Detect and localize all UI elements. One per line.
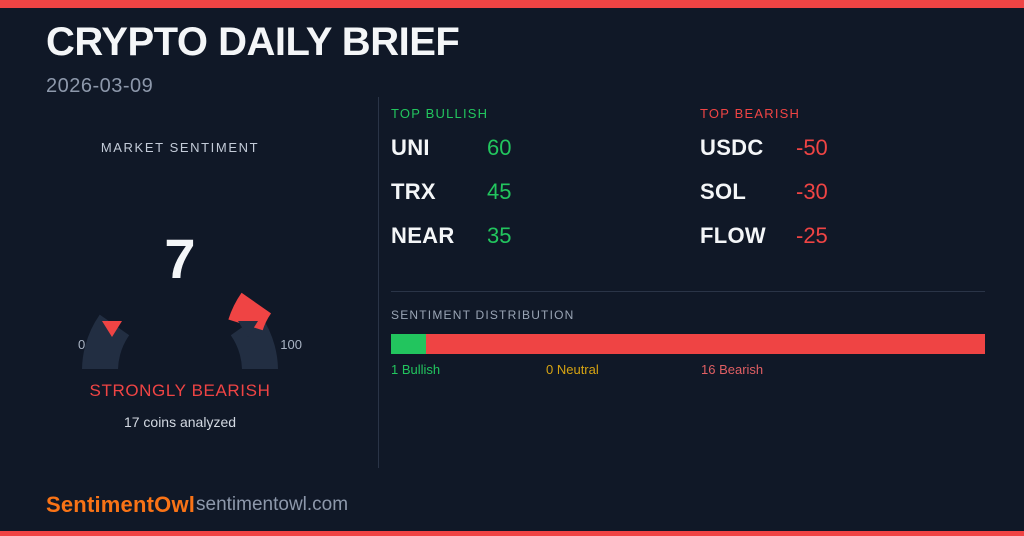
list-item: TRX 45 <box>391 179 681 223</box>
distribution-legend: 1 Bullish 0 Neutral 16 Bearish <box>391 362 985 382</box>
coin-score: 35 <box>487 223 512 248</box>
coin-symbol: FLOW <box>700 223 766 248</box>
coins-analyzed-label: 17 coins analyzed <box>123 414 237 430</box>
vertical-divider <box>378 97 379 468</box>
gauge-max-tick-icon <box>238 321 258 337</box>
sentiment-distribution-section: SENTIMENT DISTRIBUTION 1 Bullish 0 Neutr… <box>391 308 985 382</box>
coin-score: -50 <box>796 135 828 160</box>
coin-score: 60 <box>487 135 512 160</box>
legend-bullish: 1 Bullish <box>391 362 441 377</box>
top-bullish-column: TOP BULLISH UNI 60 TRX 45 NEAR 35 <box>391 106 681 267</box>
sentiment-status-label: STRONGLY BEARISH <box>89 381 271 400</box>
distribution-segment-bearish <box>425 334 985 354</box>
distribution-segment-bullish <box>391 334 426 354</box>
coin-symbol: UNI <box>391 135 430 160</box>
list-item: UNI 60 <box>391 135 681 179</box>
coin-score: 45 <box>487 179 512 204</box>
top-bearish-heading: TOP BEARISH <box>700 106 801 121</box>
coin-symbol: SOL <box>700 179 747 204</box>
list-item: NEAR 35 <box>391 223 681 267</box>
list-item: SOL -30 <box>700 179 990 223</box>
top-bearish-column: TOP BEARISH USDC -50 SOL -30 FLOW -25 <box>700 106 990 267</box>
bottom-accent-bar <box>0 531 1024 536</box>
gauge-value: 7 <box>164 227 196 290</box>
gauge-min-tick-icon <box>102 321 122 337</box>
header: CRYPTO DAILY BRIEF 2026-03-09 <box>46 20 460 97</box>
coin-score: -30 <box>796 179 828 204</box>
sentiment-distribution-heading: SENTIMENT DISTRIBUTION <box>391 308 575 322</box>
gauge-max-label: 100 <box>280 337 302 352</box>
coin-symbol: NEAR <box>391 223 455 248</box>
coin-symbol: TRX <box>391 179 436 204</box>
gauge-caption: MARKET SENTIMENT <box>100 140 260 155</box>
top-accent-bar <box>0 0 1024 8</box>
footer-url: sentimentowl.com <box>196 494 349 515</box>
market-sentiment-gauge-panel: MARKET SENTIMENT 7 0 100 STRONGLY BEARIS… <box>0 140 360 430</box>
legend-bearish: 16 Bearish <box>701 362 764 377</box>
gauge-chart: 7 0 100 <box>70 169 302 369</box>
coin-score: -25 <box>796 223 828 248</box>
sentiment-distribution-bar <box>391 334 985 354</box>
horizontal-divider <box>391 291 985 292</box>
list-item: FLOW -25 <box>700 223 990 267</box>
gauge-track-arc <box>82 314 278 369</box>
brand-logo: SentimentOwl <box>46 492 196 517</box>
page-date: 2026-03-09 <box>46 75 154 97</box>
coin-symbol: USDC <box>700 135 764 160</box>
gauge-svg <box>82 292 278 369</box>
legend-neutral: 0 Neutral <box>546 362 599 377</box>
gauge-min-label: 0 <box>78 337 86 352</box>
page-title: CRYPTO DAILY BRIEF <box>46 20 460 64</box>
list-item: USDC -50 <box>700 135 990 179</box>
top-bullish-heading: TOP BULLISH <box>391 106 489 121</box>
